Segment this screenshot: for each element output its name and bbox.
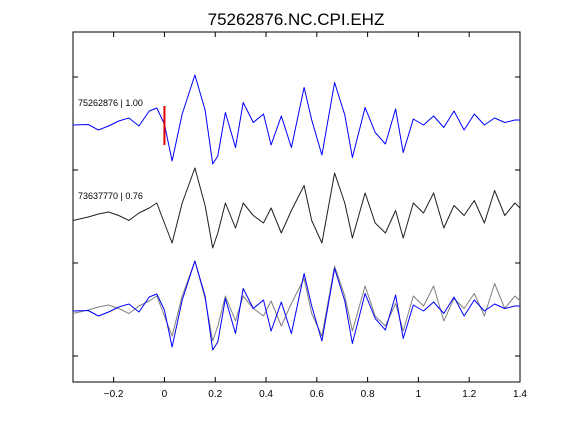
x-tick-label: 0.6 — [310, 389, 324, 400]
x-tick-label: 0.2 — [208, 389, 222, 400]
plot-frame — [72, 31, 521, 383]
overlay-match-trace — [72, 260, 521, 342]
trace-label-template: 75262876 | 1.00 — [78, 98, 143, 108]
x-tick-label: 0 — [162, 389, 168, 400]
x-tick-label: −0.2 — [104, 389, 124, 400]
x-tick-label: 0.8 — [361, 389, 375, 400]
match-trace — [72, 167, 521, 249]
x-tick-label: 1.4 — [513, 389, 527, 400]
trace-label-match: 73637770 | 0.76 — [78, 191, 143, 201]
x-tick-label: 1.2 — [462, 389, 476, 400]
waveform-traces — [72, 74, 521, 351]
x-tick-labels: −0.2 0 0.2 0.4 0.6 0.8 1 1.2 1.4 — [104, 389, 528, 400]
template-trace — [72, 74, 520, 165]
axis-ticks — [73, 32, 521, 382]
x-tick-label: 1 — [416, 389, 422, 400]
x-tick-label: 0.4 — [259, 389, 273, 400]
chart-title: 75262876.NC.CPI.EHZ — [208, 10, 385, 29]
overlay-template-trace — [72, 260, 520, 351]
